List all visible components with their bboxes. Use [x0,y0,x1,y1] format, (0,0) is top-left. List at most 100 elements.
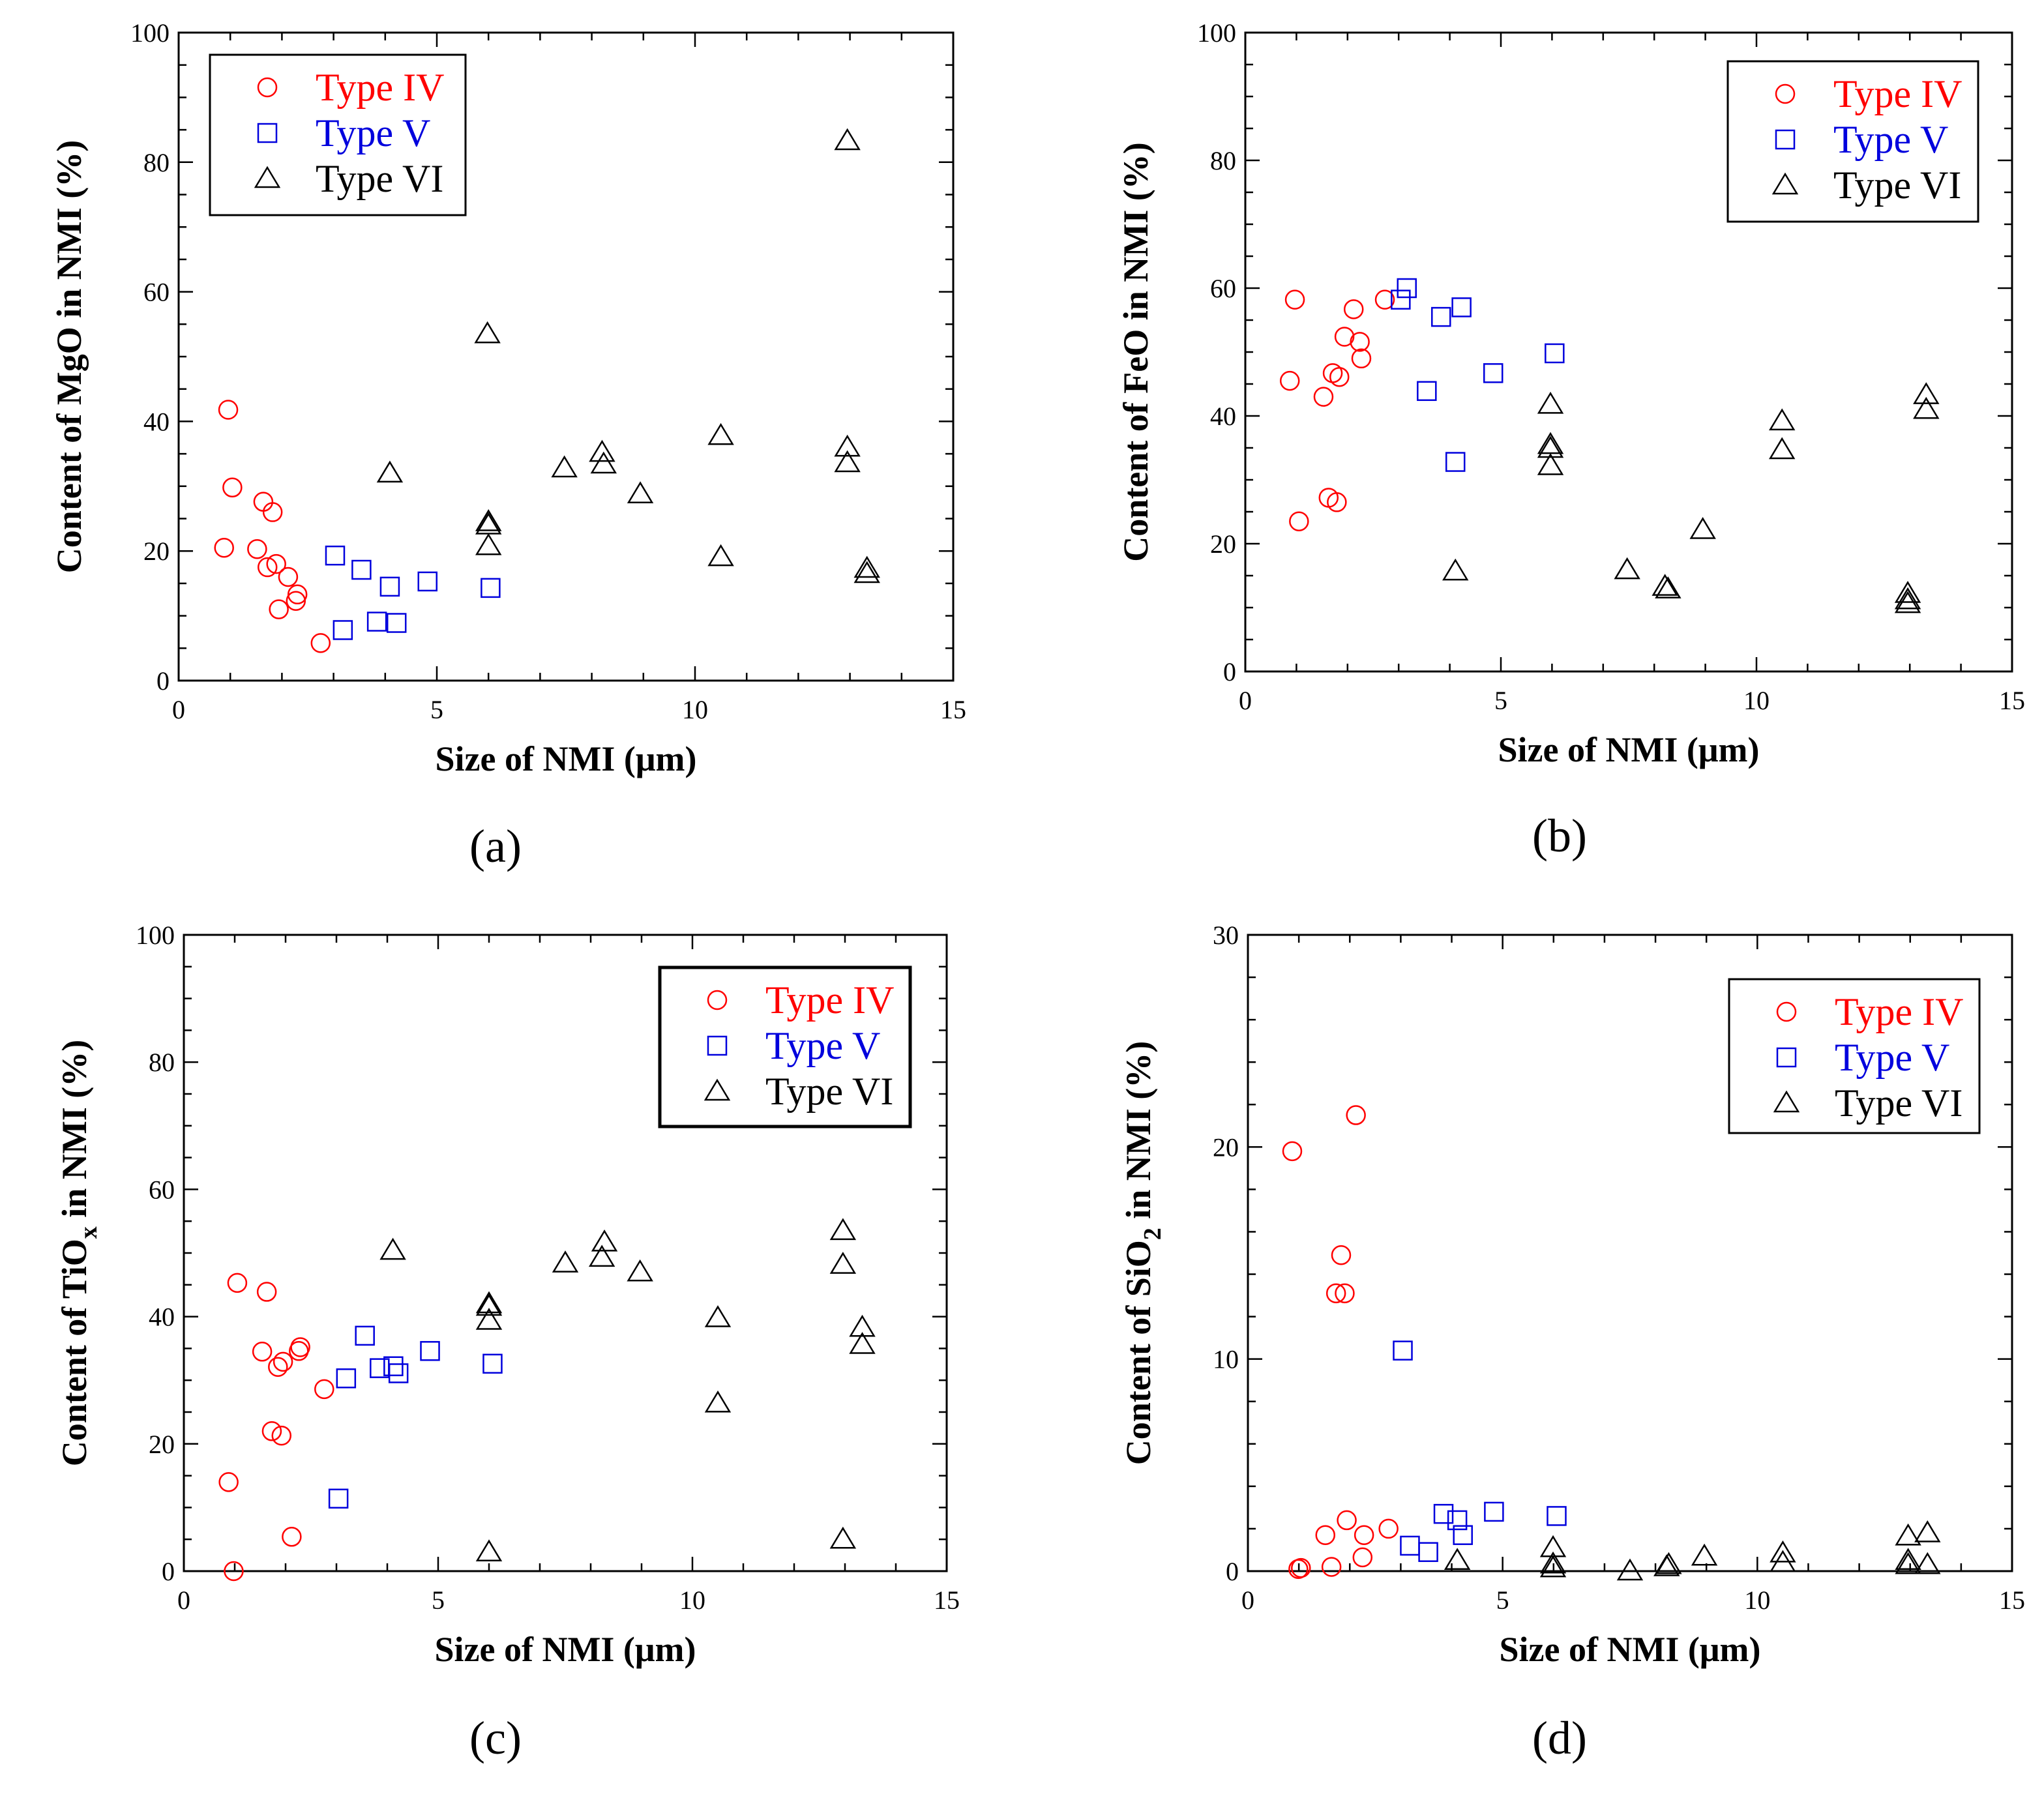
series-type-v [328,1325,503,1509]
series-type-v [1393,1340,1567,1562]
x-tick-label: 10 [1744,1585,1770,1615]
data-point [475,1291,503,1314]
y-axis-label-text: Content of FeO in NMI (%) [1116,142,1155,561]
data-point [475,1308,503,1330]
legend-marker-triangle-icon [254,166,281,188]
data-point [351,559,372,580]
data-point [310,633,331,653]
data-point [314,1379,334,1400]
x-tick-label: 5 [430,695,443,724]
data-point [1337,1510,1357,1531]
data-point [1289,511,1309,531]
y-tick-label: 80 [149,1048,175,1077]
data-point [333,620,353,640]
data-point [1913,396,1940,419]
y-tick-label: 20 [143,537,170,566]
data-point [1545,343,1565,364]
legend-marker-circle-icon [1776,1001,1797,1022]
data-point [1352,1547,1373,1568]
y-tick-label: 80 [1210,146,1236,175]
data-point [589,439,615,462]
legend-label: Type V [765,1024,880,1067]
data-point [218,400,239,420]
data-point [366,612,387,632]
x-tick-label: 5 [432,1585,445,1615]
data-point [475,509,502,531]
series-type-iv [214,400,331,653]
y-tick-label: 100 [130,18,170,48]
legend-label: Type V [316,111,430,155]
data-point [1378,1518,1399,1539]
series-type-iv [218,1273,334,1582]
y-tick-label: 0 [1223,657,1236,686]
data-point [482,1353,503,1374]
data-point [849,1314,876,1337]
data-point [379,576,400,597]
y-axis-label: Content of FeO in NMI (%) [1116,142,1155,561]
data-point [1321,1557,1342,1577]
x-tick-label: 15 [1999,686,2025,715]
data-point [1895,1552,1921,1574]
data-point [834,434,861,457]
data-point [224,1561,244,1582]
data-point [1343,299,1364,319]
y-tick-label: 40 [143,407,170,436]
data-point [1537,391,1564,414]
data-point [214,537,234,558]
x-tick-label: 0 [177,1585,190,1615]
data-point [386,613,407,633]
data-point [551,455,578,478]
data-point [1655,1552,1682,1574]
data-point [853,555,880,578]
x-tick-label: 5 [1496,1585,1509,1615]
x-tick-label: 10 [679,1585,705,1615]
chart-panel-a: 0 5 10 15 0 20 40 60 80 100 Size of NMI (μm) Conten… [50,18,966,872]
legend-label: Type IV [765,979,894,1022]
data-point [252,1342,273,1362]
series-type-iv [1279,289,1395,531]
legend-label: Type VI [1835,1082,1963,1125]
series-type-vi [376,128,880,583]
data-point [1895,1523,1921,1546]
data-point [222,477,243,498]
data-point [376,460,404,483]
data-point [290,1337,310,1357]
data-point [1313,387,1334,407]
legend-marker-square-icon [1775,129,1796,150]
data-point [627,481,654,503]
x-tick-label: 5 [1494,686,1507,715]
data-point [1614,557,1640,580]
series-type-vi [1444,1520,1941,1581]
legend-marker-circle-icon [1775,83,1796,104]
data-point [1894,587,1921,610]
data-point [1374,289,1395,310]
data-point [1484,1501,1504,1522]
data-point [475,533,502,555]
data-point [383,1356,404,1376]
data-point [1894,591,1921,613]
data-point [829,1218,857,1241]
series-type-iv [1282,1105,1399,1579]
data-point [1445,452,1466,472]
data-point [1447,1510,1468,1531]
series-type-v [1391,278,1565,472]
y-axis-label-subscript: x [75,1226,102,1239]
data-point [262,502,283,522]
data-point [1453,1525,1473,1545]
data-point [218,1472,239,1492]
data-point [1895,1548,1921,1570]
panel-caption: (c) [469,1712,522,1764]
y-tick-label: 0 [1226,1557,1239,1586]
data-point [1914,1520,1941,1542]
data-point [1284,289,1305,310]
data-point [286,591,306,611]
data-point [268,1357,288,1377]
data-point [853,561,880,583]
data-point [1539,1555,1567,1578]
data-point [475,1539,503,1561]
data-point [1397,278,1417,299]
